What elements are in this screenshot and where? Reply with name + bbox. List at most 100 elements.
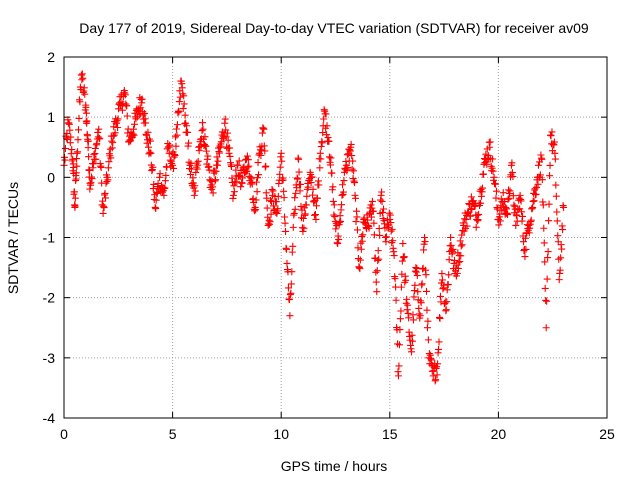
data-point-trace [478, 184, 486, 192]
data-point-trace [80, 84, 88, 92]
data-point [190, 191, 198, 199]
data-point [286, 312, 294, 320]
data-point [160, 191, 168, 199]
data-point-trace [372, 278, 380, 286]
data-point-trace [472, 223, 480, 231]
data-point [490, 173, 498, 181]
data-point-trace [70, 188, 78, 196]
data-point-trace [280, 187, 288, 195]
data-point-trace [114, 124, 122, 132]
data-point-trace [173, 121, 181, 129]
data-point-trace [443, 298, 451, 306]
data-point [560, 203, 568, 211]
data-point-trace [89, 160, 97, 168]
data-point [525, 221, 533, 229]
data-point-trace [543, 297, 551, 305]
data-point-trace [296, 187, 304, 195]
data-point-trace [226, 152, 234, 160]
data-point [95, 125, 103, 133]
data-point-trace [292, 189, 300, 197]
data-point [103, 173, 111, 181]
data-point-trace [340, 177, 348, 185]
data-point [99, 209, 107, 217]
data-point [312, 215, 320, 223]
data-point [421, 234, 429, 241]
data-point-trace [456, 258, 464, 266]
data-point [255, 149, 263, 157]
data-point-trace [350, 167, 358, 175]
data-point-trace [194, 157, 202, 165]
data-point-trace [179, 105, 187, 113]
data-point-trace [72, 175, 80, 183]
data-point-trace [343, 151, 351, 159]
data-point-trace [253, 188, 261, 196]
data-point-trace [329, 183, 337, 191]
data-point-trace [509, 192, 517, 200]
data-point-trace [297, 180, 305, 188]
data-point-trace [559, 226, 567, 234]
data-point [164, 143, 172, 151]
data-point-trace [254, 174, 262, 182]
data-point-trace [165, 149, 173, 157]
data-point-trace [146, 137, 154, 145]
data-point-trace [530, 197, 538, 205]
data-point-trace [558, 245, 566, 253]
data-point-trace [274, 205, 282, 213]
data-point-trace [309, 191, 317, 199]
data-point-trace [368, 204, 376, 212]
data-point [186, 161, 194, 169]
data-point-trace [76, 98, 84, 106]
data-point [390, 252, 398, 260]
data-point [381, 234, 389, 241]
data-point-trace [483, 160, 491, 168]
data-point-trace [84, 144, 92, 152]
data-point-trace [408, 337, 416, 345]
data-point-trace [422, 271, 430, 279]
data-point [338, 191, 346, 199]
data-point-trace [488, 164, 496, 172]
data-point [438, 270, 446, 278]
data-point-trace [356, 256, 364, 264]
data-point-trace [397, 307, 405, 315]
data-point [551, 149, 559, 157]
data-point [455, 252, 463, 260]
data-point-trace [97, 163, 105, 171]
data-point [408, 348, 416, 356]
data-point-trace [130, 131, 138, 139]
data-point-trace [435, 338, 443, 346]
data-point-trace [107, 154, 115, 162]
data-point-trace [353, 226, 361, 234]
data-point-trace [295, 168, 303, 176]
data-point [373, 288, 381, 296]
data-point-trace [255, 171, 263, 179]
data-point-trace [454, 264, 462, 272]
data-point-trace [227, 162, 235, 170]
data-point-trace [301, 210, 309, 218]
data-point-trace [413, 272, 421, 280]
data-point-trace [542, 296, 550, 304]
data-point-trace [230, 188, 238, 196]
data-point [512, 221, 520, 229]
data-point-trace [299, 214, 307, 222]
data-point-trace [375, 255, 383, 263]
data-point-trace [463, 222, 471, 230]
data-point-trace [423, 306, 431, 314]
data-point-trace [387, 219, 395, 227]
data-point [321, 107, 329, 115]
data-point-trace [67, 133, 75, 141]
data-point-trace [532, 190, 540, 198]
data-point [221, 119, 229, 127]
data-point-trace [278, 157, 286, 165]
data-point-trace [506, 187, 514, 195]
data-point-trace [435, 345, 443, 353]
data-point [290, 209, 298, 217]
data-point [169, 161, 177, 169]
data-point-trace [118, 106, 126, 114]
data-point-trace [320, 115, 328, 123]
data-point [473, 215, 481, 223]
data-point-trace [201, 133, 209, 141]
data-point-trace [283, 259, 291, 267]
data-point [173, 131, 181, 139]
data-point-trace [69, 164, 77, 172]
data-point-trace [379, 208, 387, 216]
